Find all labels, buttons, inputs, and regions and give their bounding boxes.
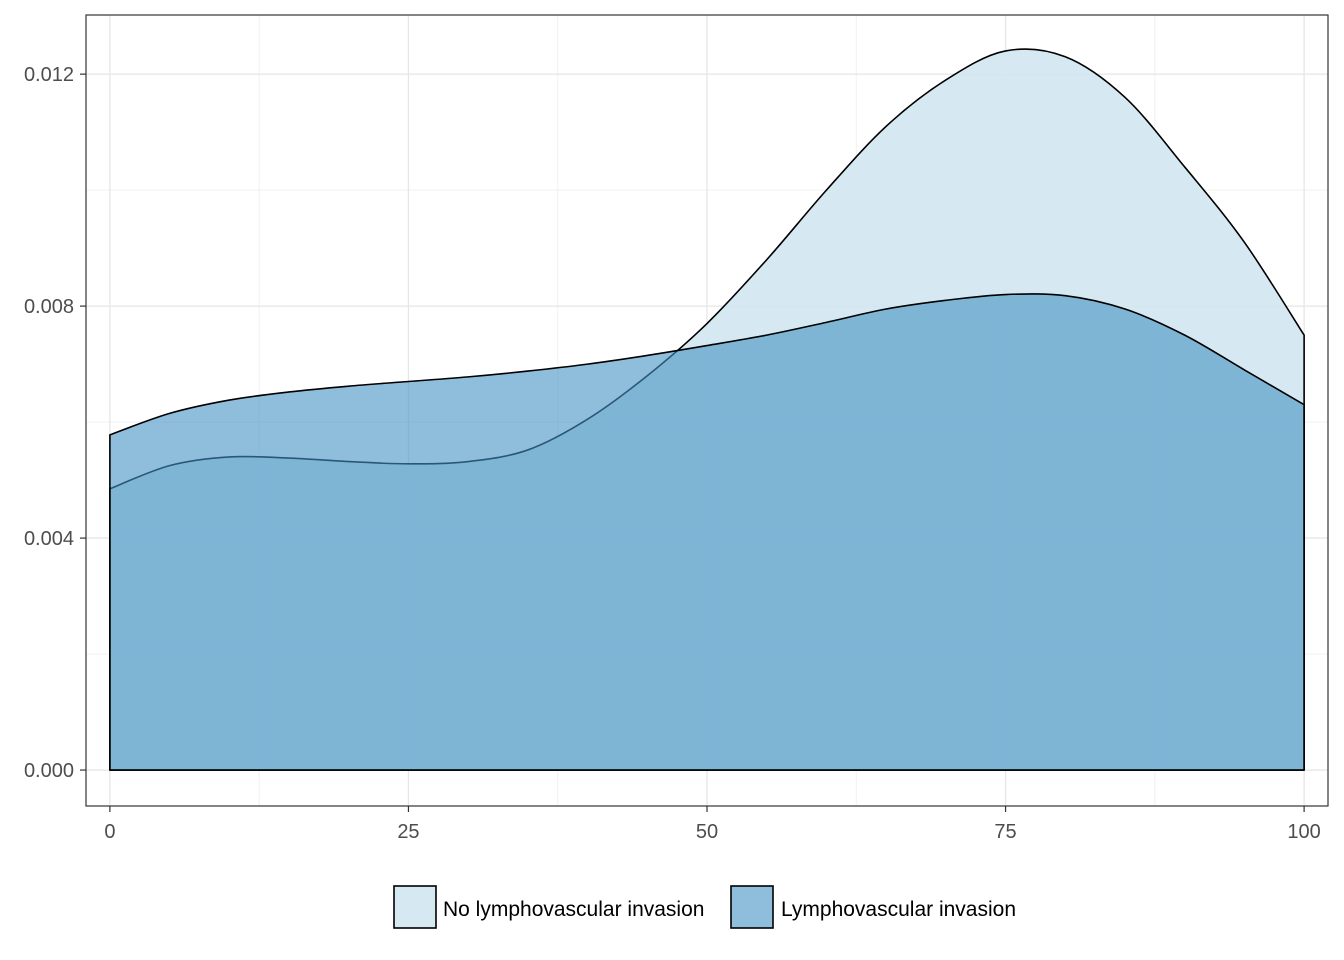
legend-key-swatch	[393, 885, 437, 929]
legend: No lymphovascular invasion Lymphovascular…	[393, 885, 1016, 929]
x-tick-label: 50	[696, 821, 718, 843]
y-tick-label: 0.008	[24, 296, 74, 318]
x-tick-label: 75	[994, 821, 1016, 843]
density-areas	[109, 48, 1305, 771]
x-tick-label: 100	[1287, 821, 1320, 843]
legend-label: Lymphovascular invasion	[781, 898, 1016, 921]
legend-label: No lymphovascular invasion	[443, 898, 704, 921]
y-tick-label: 0.012	[24, 64, 74, 86]
density-area-lymphovascular-invasion	[109, 293, 1305, 771]
x-tick-label: 25	[397, 821, 419, 843]
x-tick-label: 0	[104, 821, 115, 843]
y-tick-label: 0.000	[24, 760, 74, 782]
axes: 0 25 50 75 100 0.000 0.004 0.008 0.012	[24, 64, 1321, 843]
legend-key-swatch	[730, 885, 774, 929]
y-tick-label: 0.004	[24, 528, 74, 550]
